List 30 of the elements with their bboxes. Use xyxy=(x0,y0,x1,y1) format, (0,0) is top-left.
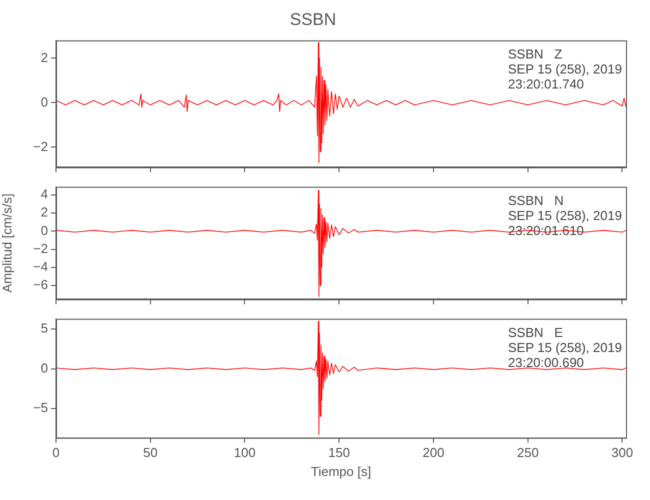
y-tick-label: 4 xyxy=(40,186,48,202)
y-axis-title: Amplitud [cm/s/s] xyxy=(0,194,14,292)
annotation: SSBN N xyxy=(508,192,564,208)
y-tick-label: 0 xyxy=(40,94,48,110)
y-tick-label: −2 xyxy=(33,138,48,154)
x-tick-label: 200 xyxy=(422,445,444,460)
y-tick-label: 2 xyxy=(40,204,48,220)
chart-title: SSBN xyxy=(290,10,336,29)
y-tick-label: −4 xyxy=(33,259,48,274)
annotation: SEP 15 (258), 2019 xyxy=(508,61,622,76)
annotation: SSBN Z xyxy=(508,46,562,62)
y-tick-label: 0 xyxy=(40,360,48,376)
y-tick-label: 5 xyxy=(40,320,48,336)
x-tick-label: 50 xyxy=(143,445,158,460)
y-tick-label: −5 xyxy=(33,400,48,416)
x-tick-label: 250 xyxy=(517,445,539,460)
x-tick-label: 150 xyxy=(328,445,350,460)
y-tick-label: 0 xyxy=(40,222,48,238)
x-axis-title: Tiempo [s] xyxy=(310,464,372,479)
y-tick-label: −2 xyxy=(33,240,48,256)
annotation: SSBN E xyxy=(508,324,564,340)
x-tick-label: 0 xyxy=(52,445,60,460)
annotation: 23:20:01.740 xyxy=(508,76,584,92)
x-tick-label: 100 xyxy=(234,445,256,460)
annotation: 23:20:00.690 xyxy=(508,354,584,370)
annotation: SEP 15 (258), 2019 xyxy=(508,340,622,355)
annotation: SEP 15 (258), 2019 xyxy=(508,208,622,223)
y-tick-label: −6 xyxy=(33,277,48,292)
y-tick-label: 2 xyxy=(40,50,48,65)
x-tick-label: 300 xyxy=(611,445,634,460)
